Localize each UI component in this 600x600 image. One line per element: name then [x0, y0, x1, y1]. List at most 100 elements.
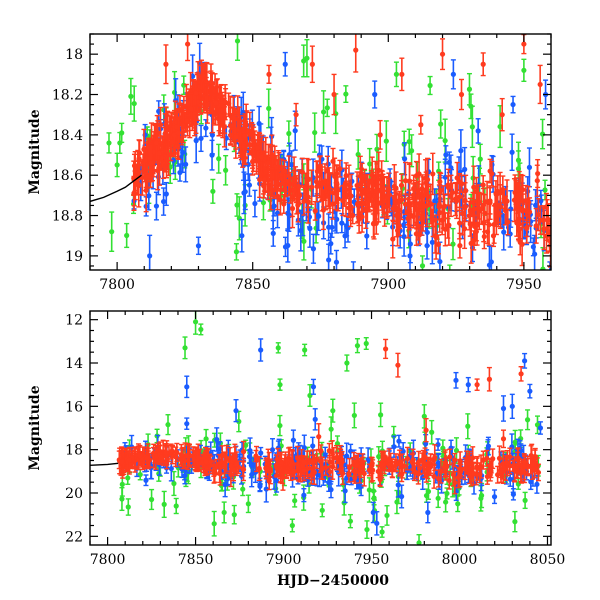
data-point: [540, 217, 546, 223]
data-point: [326, 257, 332, 263]
data-point: [355, 202, 361, 208]
data-point: [524, 225, 530, 232]
data-point: [109, 229, 115, 235]
data-point: [398, 182, 405, 188]
data-point: [394, 499, 400, 505]
data-point: [417, 203, 423, 209]
data-point: [195, 243, 202, 249]
data-point: [347, 518, 354, 524]
data-point: [302, 347, 308, 353]
data-point: [364, 526, 370, 533]
data-point: [419, 186, 425, 192]
data-point: [353, 47, 359, 53]
data-point: [125, 475, 131, 481]
data-point: [242, 133, 248, 139]
data-point: [497, 190, 503, 196]
plot-area: [90, 34, 551, 270]
data-point: [449, 189, 455, 196]
data-point: [286, 130, 292, 137]
data-point: [282, 61, 288, 67]
data-point: [378, 412, 384, 418]
data-point: [546, 237, 551, 244]
data-point: [446, 222, 452, 228]
y-tick-label: 18.2: [52, 88, 83, 104]
data-point: [157, 122, 164, 128]
data-point: [406, 139, 412, 145]
data-point: [540, 266, 546, 270]
data-point: [241, 190, 247, 196]
data-point: [396, 438, 402, 444]
data-point: [386, 186, 392, 192]
data-point: [473, 189, 480, 195]
data-point: [295, 202, 301, 208]
data-point: [177, 169, 183, 176]
y-tick-label: 18.6: [52, 168, 83, 184]
data-point: [419, 263, 426, 269]
data-point: [526, 164, 533, 170]
data-point: [153, 203, 160, 209]
data-point: [524, 208, 530, 214]
data-point: [240, 486, 246, 492]
y-tick-label: 18: [65, 47, 83, 63]
data-point: [185, 41, 191, 47]
top-panel: 7800 7850 7900 7950 18 18.2 18.4 18.6 18.8 19: [52, 33, 552, 293]
data-point: [457, 220, 463, 226]
data-point: [376, 454, 382, 460]
data-point: [354, 343, 361, 349]
data-point: [407, 253, 413, 259]
data-point: [296, 183, 302, 190]
data-point: [309, 184, 315, 190]
data-point: [337, 166, 343, 172]
plot-area: [90, 311, 544, 545]
data-point: [443, 499, 449, 505]
y-tick-label: 18.8: [52, 209, 83, 225]
data-point: [266, 105, 272, 112]
data-point: [524, 417, 531, 423]
data-point: [367, 161, 373, 167]
data-point: [314, 183, 320, 190]
data-point: [175, 130, 182, 136]
data-point: [418, 122, 424, 128]
data-point: [281, 201, 287, 207]
data-point: [324, 105, 330, 111]
data-point: [383, 138, 389, 144]
data-point: [213, 100, 219, 106]
data-point: [184, 118, 190, 124]
data-point: [193, 90, 199, 96]
data-point: [463, 188, 469, 194]
data-point: [227, 122, 234, 129]
data-point: [233, 134, 239, 140]
data-point: [237, 138, 244, 144]
data-point: [312, 208, 318, 214]
data-point: [161, 501, 167, 507]
data-point: [117, 140, 123, 146]
data-point: [239, 233, 245, 239]
data-point: [277, 382, 283, 388]
data-point: [399, 71, 405, 77]
data-point: [124, 232, 130, 239]
data-point: [332, 190, 339, 196]
data-point: [458, 148, 464, 154]
data-point: [128, 93, 134, 99]
data-point: [257, 176, 263, 183]
data-point: [151, 149, 157, 155]
data-point: [275, 345, 281, 351]
data-point: [277, 422, 283, 429]
data-point: [402, 201, 409, 207]
data-point: [292, 498, 298, 504]
data-point: [344, 360, 350, 366]
data-point: [216, 156, 222, 162]
data-point: [439, 51, 446, 57]
data-point: [466, 213, 472, 219]
data-point: [317, 163, 323, 169]
data-point: [471, 184, 477, 190]
data-point: [539, 131, 546, 137]
data-point: [147, 253, 153, 259]
data-point: [281, 168, 288, 174]
data-point: [442, 138, 448, 144]
data-point: [269, 447, 276, 453]
data-point: [530, 244, 536, 250]
data-point: [458, 91, 465, 98]
data-point: [366, 192, 372, 199]
